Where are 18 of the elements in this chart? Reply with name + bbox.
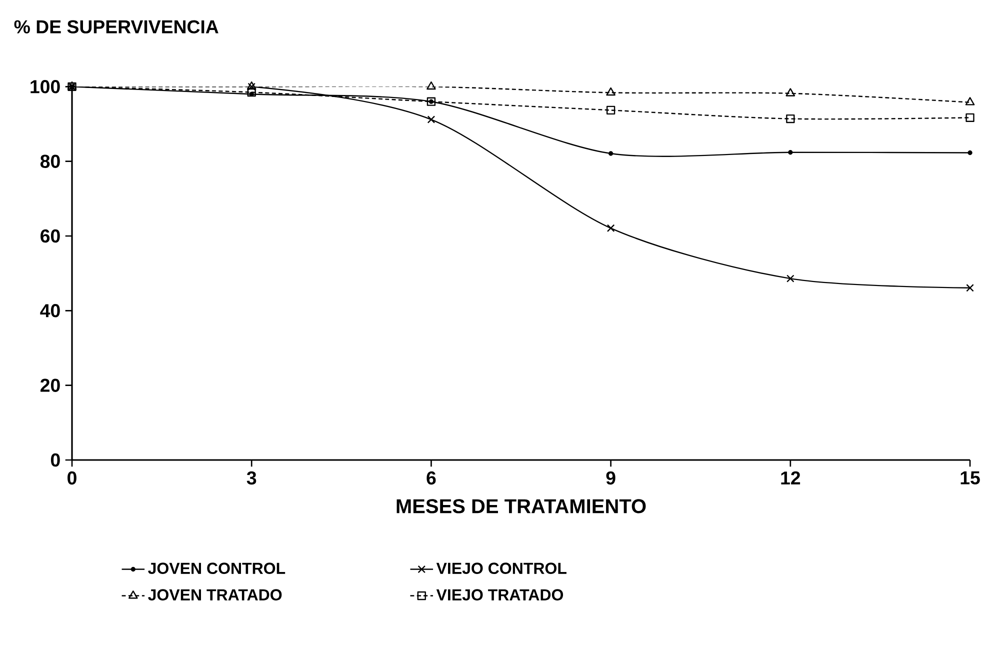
y-axis-title: % DE SUPERVIVENCIA bbox=[14, 20, 218, 34]
y-tick-label: 80 bbox=[40, 154, 60, 168]
y-tick-label: 20 bbox=[40, 378, 60, 392]
x-tick-label: 12 bbox=[781, 471, 800, 484]
y-tick-label: 0 bbox=[50, 453, 60, 467]
x-tick-label: 6 bbox=[426, 471, 436, 485]
y-tick-label: 100 bbox=[30, 80, 60, 94]
x-tick-label: 3 bbox=[246, 471, 256, 485]
x-axis-title: MESES DE TRATAMIENTO bbox=[396, 499, 646, 514]
legend-label: JOVEN TRATADO bbox=[148, 589, 282, 600]
legend-label: VIEJO TRATADO bbox=[436, 589, 564, 600]
y-tick-label: 40 bbox=[40, 304, 60, 318]
x-tick-label: 0 bbox=[68, 471, 76, 485]
legend-label: VIEJO CONTROL bbox=[436, 562, 566, 574]
x-tick-label: 15 bbox=[960, 471, 980, 484]
legend-label: JOVEN CONTROL bbox=[148, 562, 286, 574]
y-tick-label: 60 bbox=[40, 229, 60, 243]
x-tick-label: 9 bbox=[606, 471, 616, 485]
